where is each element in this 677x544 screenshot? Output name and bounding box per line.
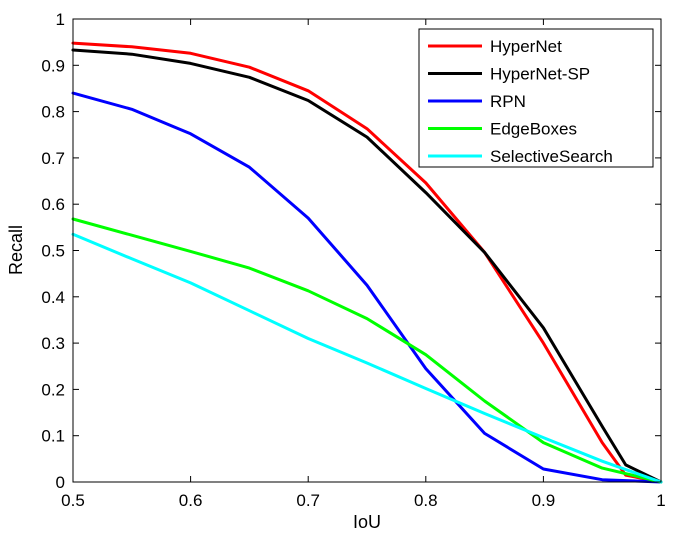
x-tick-label: 0.9 <box>532 491 556 510</box>
x-tick-label: 0.5 <box>61 491 85 510</box>
legend-items: HyperNet HyperNet-SP RPN EdgeBoxes Selective… <box>428 37 613 166</box>
series-line-hypernet <box>71 41 663 484</box>
y-axis-label: Recall <box>6 225 26 275</box>
legend-label-selectivesearch: SelectiveSearch <box>490 147 613 166</box>
y-tick-label: 0.6 <box>41 195 65 214</box>
x-tick-label: 1 <box>656 491 665 510</box>
y-tick-label: 0.5 <box>41 242 65 261</box>
series-layer <box>71 41 663 484</box>
legend-box <box>418 28 654 168</box>
legend-label-hypernet: HyperNet <box>490 37 562 56</box>
y-tick-label: 0.1 <box>41 427 65 446</box>
y-tick-label: 0.9 <box>41 56 65 75</box>
series-line-hypernet-sp <box>71 48 663 484</box>
y-tick-label: 0 <box>56 473 65 492</box>
legend-label-rpn: RPN <box>490 92 526 111</box>
y-tick-label: 0.7 <box>41 149 65 168</box>
legend-label-edgeboxes: EdgeBoxes <box>490 120 577 139</box>
y-tick-label: 0.3 <box>41 334 65 353</box>
y-tick-label: 0.4 <box>41 288 65 307</box>
y-tick-label: 1 <box>56 10 65 29</box>
y-tick-label: 0.2 <box>41 380 65 399</box>
x-axis-label: IoU <box>353 512 381 532</box>
ticks-layer: 0.5 0.6 0.7 0.8 0.9 1 0 0.1 0.2 0.3 0.4 0.5 0.6 0.7 0.… <box>41 10 665 510</box>
series-line-rpn <box>71 91 663 484</box>
legend: HyperNet HyperNet-SP RPN EdgeBoxes Selective… <box>418 28 654 168</box>
x-tick-label: 0.7 <box>296 491 320 510</box>
x-tick-label: 0.6 <box>179 491 203 510</box>
x-tick-label: 0.8 <box>414 491 438 510</box>
legend-label-hypernet-sp: HyperNet-SP <box>490 65 590 84</box>
series-line-edgeboxes <box>71 217 663 484</box>
series-line-selectivesearch <box>71 232 663 484</box>
y-tick-label: 0.8 <box>41 103 65 122</box>
